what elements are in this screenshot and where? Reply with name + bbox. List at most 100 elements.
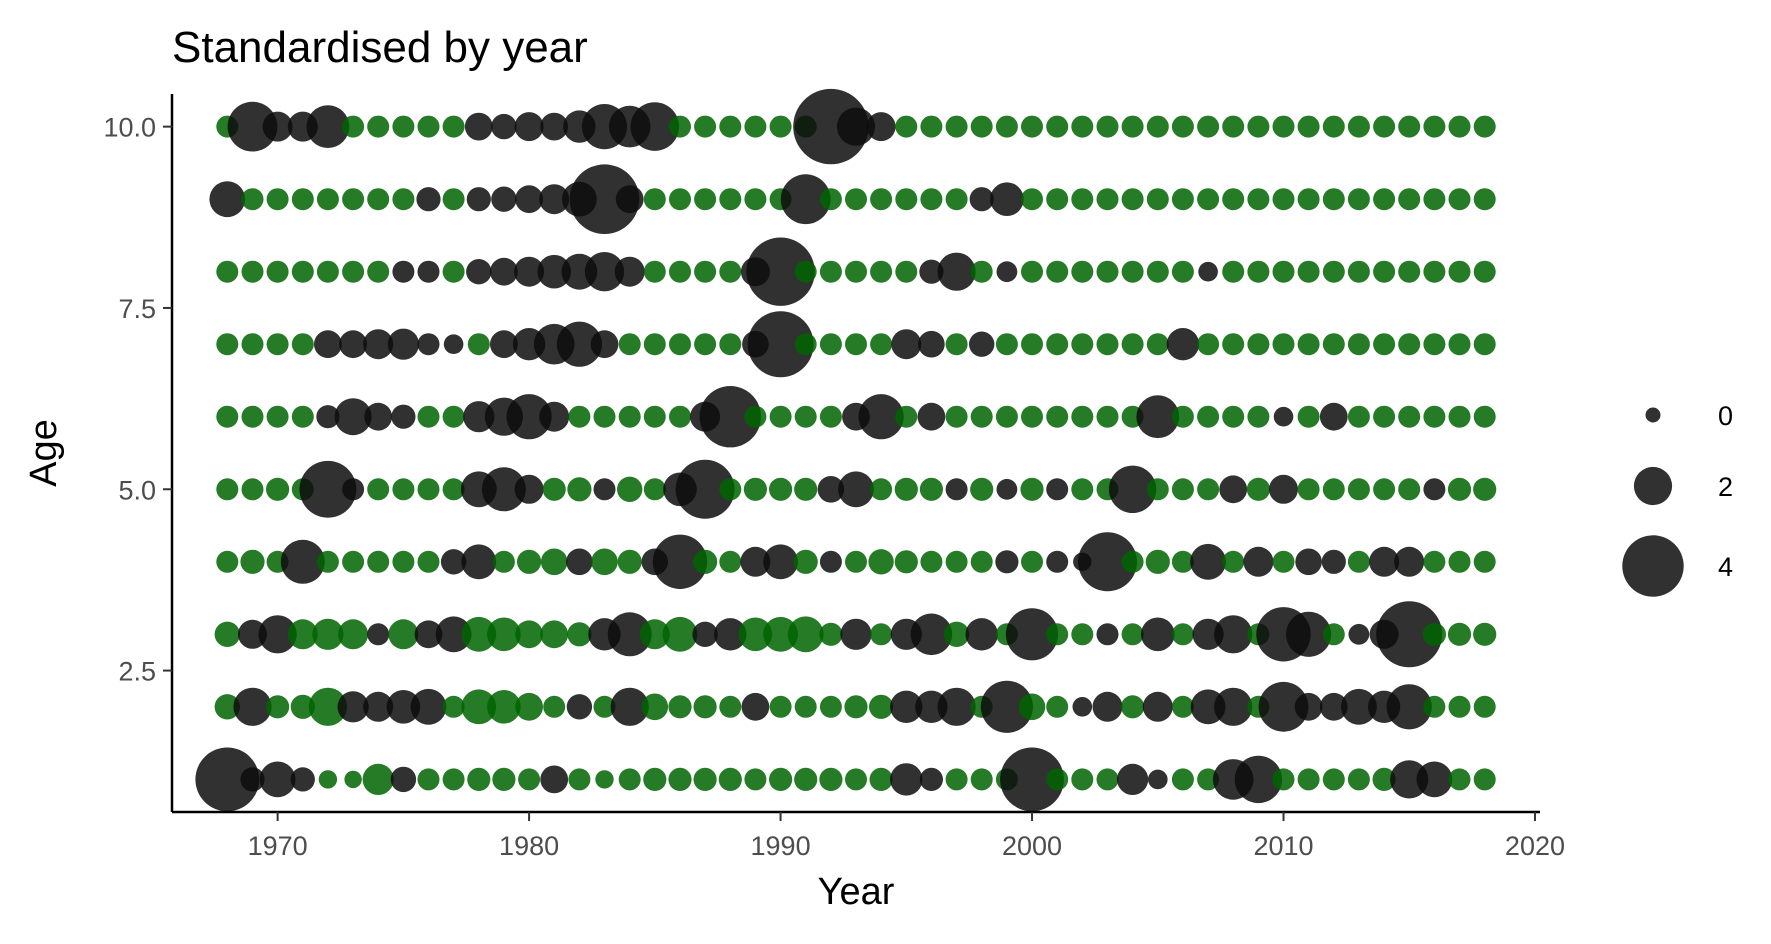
data-point <box>1297 260 1320 283</box>
data-point <box>461 689 497 725</box>
data-point <box>240 767 265 792</box>
data-point <box>386 690 421 724</box>
data-point <box>435 616 472 653</box>
data-point <box>1096 623 1119 646</box>
data-point <box>1341 688 1377 725</box>
data-point <box>1247 115 1270 138</box>
data-point <box>1121 188 1144 211</box>
data-point <box>392 115 415 138</box>
data-point <box>1146 260 1169 283</box>
data-point <box>1197 768 1220 791</box>
data-point <box>1018 693 1046 721</box>
data-point <box>870 260 893 283</box>
data-point <box>1222 115 1245 138</box>
data-point <box>836 107 876 146</box>
data-point <box>363 691 394 722</box>
data-point <box>539 184 570 215</box>
data-point <box>1398 478 1421 501</box>
x-tick-label: 2010 <box>1253 831 1313 861</box>
data-point <box>694 115 717 138</box>
data-point <box>1297 405 1320 428</box>
data-point <box>1046 405 1069 428</box>
data-point <box>1473 550 1496 573</box>
data-point <box>1234 755 1283 804</box>
data-point <box>1171 550 1194 573</box>
data-point <box>514 256 545 287</box>
data-point <box>410 688 447 725</box>
y-tick-label: 5.0 <box>118 475 156 505</box>
data-point <box>1319 692 1348 721</box>
data-point <box>241 333 264 356</box>
data-point <box>643 767 667 792</box>
data-point <box>367 188 390 211</box>
data-point <box>1046 768 1069 791</box>
data-point <box>442 405 465 428</box>
data-point <box>490 330 518 359</box>
data-point <box>610 687 649 726</box>
data-point <box>970 260 993 283</box>
data-point <box>241 260 264 283</box>
data-point <box>387 328 419 360</box>
data-point <box>1473 333 1496 356</box>
data-point <box>1398 333 1421 356</box>
data-point <box>1272 768 1295 791</box>
data-point <box>1322 188 1345 211</box>
data-point <box>970 768 993 791</box>
data-point <box>740 546 771 577</box>
data-point <box>769 115 792 138</box>
data-point <box>840 618 872 650</box>
data-point <box>1448 405 1471 428</box>
data-point <box>1448 260 1471 283</box>
data-point <box>945 115 968 138</box>
data-point <box>995 550 1019 574</box>
data-point <box>1046 695 1069 718</box>
chart-title: Standardised by year <box>172 23 588 72</box>
data-point <box>1171 478 1194 501</box>
data-point <box>668 767 692 792</box>
data-point <box>996 261 1018 283</box>
data-point <box>316 405 340 429</box>
data-point <box>699 386 761 448</box>
data-point <box>719 695 742 718</box>
data-point <box>487 617 521 652</box>
data-point <box>306 105 350 148</box>
data-point <box>1117 763 1149 796</box>
data-point <box>817 476 845 503</box>
data-point <box>943 621 970 647</box>
data-point <box>1222 188 1245 211</box>
y-axis-title: Age <box>23 419 65 487</box>
data-point <box>258 615 297 654</box>
data-point <box>1197 333 1220 356</box>
data-point <box>539 401 570 432</box>
data-point <box>492 767 516 792</box>
data-point <box>970 477 994 501</box>
data-point <box>540 112 569 141</box>
data-point <box>1448 695 1471 718</box>
data-point <box>615 185 644 214</box>
data-point <box>216 260 239 283</box>
data-point <box>367 623 390 646</box>
data-point <box>1373 188 1396 211</box>
data-point <box>1373 115 1396 138</box>
data-point <box>1347 405 1370 428</box>
data-point <box>392 478 415 501</box>
data-point <box>291 260 314 283</box>
data-point <box>416 187 441 212</box>
data-point <box>719 478 742 501</box>
data-point <box>241 478 264 501</box>
data-point <box>719 333 742 356</box>
data-point <box>342 550 365 573</box>
data-point <box>266 333 289 356</box>
x-axis-title: Year <box>818 871 895 913</box>
data-point <box>1473 695 1496 718</box>
data-point <box>917 402 946 431</box>
data-point <box>744 405 767 428</box>
data-point <box>910 613 953 656</box>
data-point <box>630 102 680 151</box>
data-point <box>920 188 943 211</box>
data-point <box>870 478 893 501</box>
data-point <box>714 618 747 651</box>
data-point <box>1473 477 1497 501</box>
data-point <box>233 687 272 726</box>
data-point <box>652 534 708 589</box>
